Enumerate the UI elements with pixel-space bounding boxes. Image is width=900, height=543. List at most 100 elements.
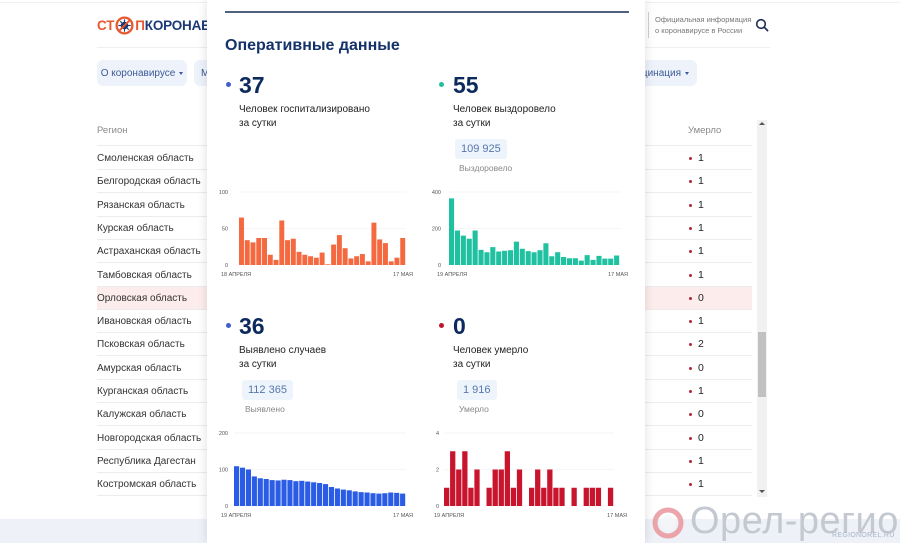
chart-bar[interactable]: [394, 492, 400, 506]
chart-bar[interactable]: [572, 258, 578, 265]
chart-bar[interactable]: [583, 487, 589, 506]
chart-bar[interactable]: [444, 487, 450, 506]
chart-bar[interactable]: [331, 244, 337, 265]
chart-bar[interactable]: [256, 237, 262, 265]
chart-bar[interactable]: [262, 237, 267, 265]
chart-bar[interactable]: [281, 479, 287, 506]
chart-bar[interactable]: [454, 230, 460, 265]
chart-bar[interactable]: [251, 476, 257, 506]
chart-bar[interactable]: [596, 255, 602, 265]
chart-bar[interactable]: [502, 250, 508, 265]
chart-bar[interactable]: [377, 239, 383, 265]
chart-bar[interactable]: [305, 481, 311, 506]
chart-bar[interactable]: [311, 482, 317, 506]
chart-bar[interactable]: [584, 255, 590, 265]
chart-bar[interactable]: [290, 238, 296, 265]
chart-bar[interactable]: [388, 492, 394, 506]
chart-bar[interactable]: [352, 491, 358, 506]
chart-bar[interactable]: [364, 492, 370, 506]
chart-bar[interactable]: [559, 487, 565, 506]
chart-bar[interactable]: [342, 248, 348, 265]
chart-bar[interactable]: [496, 251, 502, 265]
chart-bar[interactable]: [525, 251, 531, 265]
chart-bar[interactable]: [296, 251, 302, 265]
chart-bar[interactable]: [478, 249, 484, 265]
chart-bar[interactable]: [302, 254, 308, 265]
chart-bar[interactable]: [571, 487, 577, 506]
chart-bar[interactable]: [267, 254, 273, 265]
chart-bar[interactable]: [245, 469, 251, 507]
chart-bar[interactable]: [519, 248, 525, 265]
chart-bar[interactable]: [325, 264, 331, 265]
chart-bar[interactable]: [529, 487, 535, 506]
scroll-down-arrow-icon[interactable]: [759, 490, 765, 493]
chart-bar[interactable]: [293, 481, 299, 506]
chart-bar[interactable]: [549, 256, 555, 265]
chart-bar[interactable]: [490, 247, 496, 265]
chart-bar[interactable]: [371, 222, 377, 265]
chart-bar[interactable]: [595, 487, 602, 506]
chart-bar[interactable]: [608, 258, 614, 265]
chart-bar[interactable]: [566, 258, 573, 265]
nav-item-about[interactable]: О коронавирусе: [97, 60, 187, 86]
chart-bar[interactable]: [348, 258, 354, 265]
chart-bar[interactable]: [537, 250, 543, 265]
chart-bar[interactable]: [239, 467, 246, 506]
chart-bar[interactable]: [328, 487, 335, 506]
chart-bar[interactable]: [449, 198, 455, 265]
chart-bar[interactable]: [308, 256, 314, 265]
chart-bar[interactable]: [602, 258, 608, 265]
chart-bar[interactable]: [365, 261, 371, 265]
chart-bar[interactable]: [299, 480, 305, 506]
chart-bar[interactable]: [492, 469, 498, 507]
chart-bar[interactable]: [504, 451, 510, 506]
column-header-deaths[interactable]: Умерло: [688, 125, 722, 136]
chart-bar[interactable]: [370, 493, 376, 506]
chart-bar[interactable]: [513, 241, 519, 265]
chart-bar[interactable]: [358, 492, 364, 506]
chart-bar[interactable]: [460, 235, 466, 265]
chart-bar[interactable]: [468, 487, 474, 506]
chart-bar[interactable]: [234, 466, 240, 506]
chart-bar[interactable]: [346, 490, 352, 506]
chart-bar[interactable]: [474, 469, 480, 507]
chart-bar[interactable]: [547, 469, 553, 507]
chart-bar[interactable]: [394, 257, 400, 265]
chart-bar[interactable]: [590, 259, 596, 265]
search-icon[interactable]: [755, 18, 769, 32]
table-scrollbar[interactable]: [757, 120, 767, 497]
chart-bar[interactable]: [382, 243, 388, 265]
chart-bar[interactable]: [510, 487, 517, 506]
site-logo[interactable]: СТ П КОРОНАВИ: [97, 15, 220, 35]
chart-bar[interactable]: [336, 235, 342, 265]
chart-bar[interactable]: [462, 451, 468, 506]
chart-bar[interactable]: [359, 254, 365, 265]
chart-bar[interactable]: [250, 242, 256, 265]
chart-bar[interactable]: [555, 252, 561, 265]
chart-bar[interactable]: [400, 493, 406, 506]
scrollbar-thumb[interactable]: [758, 332, 766, 397]
chart-bar[interactable]: [486, 487, 492, 506]
chart-bar[interactable]: [400, 237, 406, 265]
chart-bar[interactable]: [472, 230, 478, 265]
chart-bar[interactable]: [607, 487, 614, 506]
chart-bar[interactable]: [553, 487, 559, 506]
chart-bar[interactable]: [263, 478, 269, 506]
chart-bar[interactable]: [498, 469, 504, 507]
chart-bar[interactable]: [269, 480, 275, 506]
chart-bar[interactable]: [334, 488, 340, 506]
chart-bar[interactable]: [285, 240, 291, 265]
chart-bar[interactable]: [322, 484, 329, 506]
chart-bar[interactable]: [578, 260, 584, 265]
chart-bar[interactable]: [561, 256, 567, 265]
chart-bar[interactable]: [382, 493, 388, 506]
chart-bar[interactable]: [275, 480, 281, 506]
chart-bar[interactable]: [279, 220, 285, 265]
chart-bar[interactable]: [317, 483, 323, 506]
chart-bar[interactable]: [541, 487, 547, 506]
chart-bar[interactable]: [450, 451, 456, 506]
chart-bar[interactable]: [244, 240, 250, 265]
chart-bar[interactable]: [354, 256, 360, 265]
chart-bar[interactable]: [287, 480, 293, 506]
chart-bar[interactable]: [257, 478, 263, 506]
